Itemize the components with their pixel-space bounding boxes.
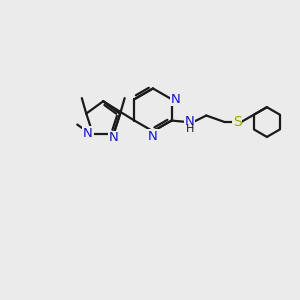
Text: S: S: [233, 115, 242, 129]
Text: N: N: [109, 131, 118, 145]
Text: N: N: [171, 93, 181, 106]
Text: H: H: [186, 124, 195, 134]
Text: N: N: [148, 130, 158, 142]
Text: N: N: [83, 127, 93, 140]
Text: N: N: [185, 115, 195, 128]
